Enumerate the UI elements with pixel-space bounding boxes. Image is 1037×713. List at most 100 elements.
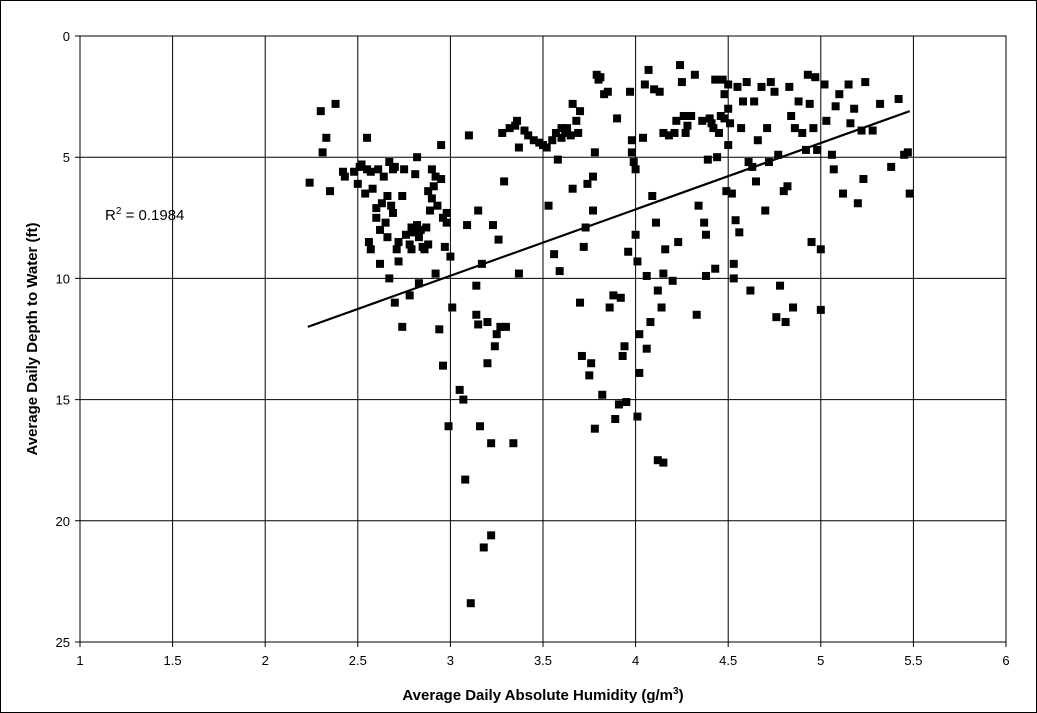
data-point <box>372 213 381 222</box>
data-point <box>703 155 712 164</box>
data-point <box>364 238 373 247</box>
data-point <box>496 322 505 331</box>
data-point <box>524 131 533 140</box>
data-point <box>709 124 718 133</box>
data-point <box>733 82 742 91</box>
data-point <box>657 303 666 312</box>
data-point <box>763 124 772 133</box>
data-point <box>401 230 410 239</box>
data-point <box>770 87 779 96</box>
data-point <box>500 177 509 186</box>
data-point <box>548 136 557 145</box>
data-point <box>363 133 372 142</box>
data-point <box>677 78 686 87</box>
data-point <box>579 242 588 251</box>
data-point <box>613 114 622 123</box>
data-point <box>405 240 414 249</box>
data-point <box>590 148 599 157</box>
x-tick-label: 3 <box>447 653 454 668</box>
y-tick-label: 5 <box>63 150 70 165</box>
data-point <box>340 172 349 181</box>
data-point <box>383 191 392 200</box>
data-point <box>739 97 748 106</box>
data-point <box>407 245 416 254</box>
data-point <box>589 172 598 181</box>
data-point <box>583 179 592 188</box>
data-point <box>635 368 644 377</box>
data-point <box>694 201 703 210</box>
data-point <box>431 172 440 181</box>
data-point <box>394 257 403 266</box>
data-point <box>846 119 855 128</box>
data-point <box>729 274 738 283</box>
data-point <box>553 155 562 164</box>
data-point <box>383 233 392 242</box>
data-point <box>394 238 403 247</box>
data-point <box>542 143 551 152</box>
data-point <box>798 128 807 137</box>
data-point <box>413 221 422 230</box>
data-point <box>466 599 475 608</box>
data-point <box>603 87 612 96</box>
data-point <box>642 271 651 280</box>
data-point <box>672 116 681 125</box>
data-point <box>387 201 396 210</box>
data-point <box>692 310 701 319</box>
data-point <box>437 175 446 184</box>
data-point <box>627 136 636 145</box>
data-point <box>620 342 629 351</box>
data-point <box>735 228 744 237</box>
data-point <box>859 175 868 184</box>
data-point <box>787 111 796 120</box>
data-point <box>731 216 740 225</box>
data-point <box>794 97 803 106</box>
data-point <box>674 238 683 247</box>
data-point <box>424 187 433 196</box>
data-point <box>444 422 453 431</box>
data-point <box>633 257 642 266</box>
data-point <box>887 162 896 171</box>
data-point <box>426 206 435 215</box>
data-point <box>844 80 853 89</box>
data-point <box>420 245 429 254</box>
data-point <box>474 206 483 215</box>
data-point <box>835 90 844 99</box>
data-point <box>714 128 723 137</box>
data-point <box>807 238 816 247</box>
data-point <box>626 87 635 96</box>
data-point <box>776 281 785 290</box>
data-point <box>635 330 644 339</box>
data-point <box>789 303 798 312</box>
data-point <box>392 245 401 254</box>
data-point <box>850 104 859 113</box>
data-point <box>664 131 673 140</box>
data-point <box>611 414 620 423</box>
data-point <box>501 322 510 331</box>
data-point <box>381 218 390 227</box>
data-point <box>701 230 710 239</box>
data-point <box>724 80 733 89</box>
data-point <box>659 458 668 467</box>
data-point <box>659 128 668 137</box>
data-point <box>676 61 685 70</box>
data-point <box>707 119 716 128</box>
data-point <box>903 148 912 157</box>
data-point <box>407 223 416 232</box>
data-point <box>574 128 583 137</box>
data-point <box>868 126 877 135</box>
data-point <box>651 218 660 227</box>
y-tick-label: 25 <box>56 635 70 650</box>
data-point <box>687 111 696 120</box>
data-point <box>361 189 370 198</box>
data-point <box>520 126 529 135</box>
data-point <box>589 206 598 215</box>
data-point <box>416 225 425 234</box>
data-point <box>461 475 470 484</box>
data-point <box>338 167 347 176</box>
data-point <box>598 390 607 399</box>
data-point <box>822 116 831 125</box>
data-point <box>464 131 473 140</box>
data-point <box>713 153 722 162</box>
data-point <box>650 85 659 94</box>
data-point <box>379 172 388 181</box>
